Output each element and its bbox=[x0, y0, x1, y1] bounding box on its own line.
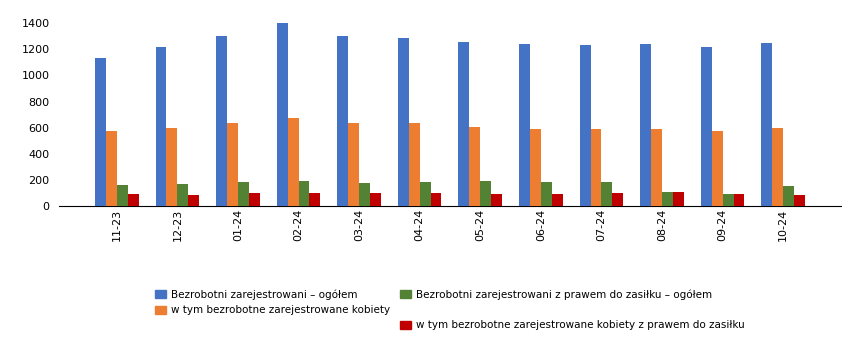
Bar bbox=[734, 194, 745, 206]
Bar bbox=[481, 181, 492, 206]
Bar bbox=[299, 181, 309, 206]
Bar bbox=[238, 182, 249, 206]
Bar bbox=[337, 36, 348, 206]
Bar bbox=[359, 183, 370, 206]
Bar bbox=[249, 193, 260, 206]
Bar bbox=[762, 43, 773, 206]
Bar bbox=[117, 185, 127, 206]
Bar bbox=[783, 186, 794, 206]
Bar bbox=[398, 38, 408, 206]
Bar bbox=[794, 195, 805, 206]
Bar bbox=[106, 131, 117, 206]
Bar bbox=[530, 129, 541, 206]
Bar bbox=[601, 182, 612, 206]
Bar bbox=[519, 44, 530, 206]
Bar bbox=[127, 194, 138, 206]
Bar bbox=[673, 192, 683, 206]
Bar bbox=[711, 131, 722, 206]
Bar bbox=[469, 128, 481, 206]
Bar bbox=[309, 193, 320, 206]
Bar bbox=[541, 182, 552, 206]
Bar bbox=[700, 47, 711, 206]
Bar bbox=[580, 45, 591, 206]
Bar bbox=[227, 123, 238, 206]
Bar bbox=[773, 128, 783, 206]
Bar bbox=[288, 118, 299, 206]
Bar bbox=[640, 44, 651, 206]
Bar bbox=[166, 128, 177, 206]
Bar bbox=[662, 192, 673, 206]
Bar bbox=[612, 193, 623, 206]
Bar bbox=[216, 36, 227, 206]
Bar bbox=[591, 129, 601, 206]
Bar bbox=[722, 194, 734, 206]
Legend: Bezrobotni zarejestrowani – ogółem, w tym bezrobotne zarejestrowane kobiety, , B: Bezrobotni zarejestrowani – ogółem, w ty… bbox=[151, 285, 749, 334]
Bar bbox=[348, 123, 359, 206]
Bar bbox=[277, 23, 288, 206]
Bar bbox=[95, 58, 106, 206]
Bar bbox=[155, 47, 166, 206]
Bar bbox=[651, 129, 662, 206]
Bar bbox=[492, 194, 502, 206]
Bar bbox=[188, 194, 200, 206]
Bar bbox=[177, 184, 188, 206]
Bar bbox=[458, 42, 469, 206]
Bar bbox=[419, 182, 430, 206]
Bar bbox=[552, 194, 563, 206]
Bar bbox=[370, 193, 381, 206]
Bar bbox=[430, 193, 441, 206]
Bar bbox=[408, 123, 419, 206]
